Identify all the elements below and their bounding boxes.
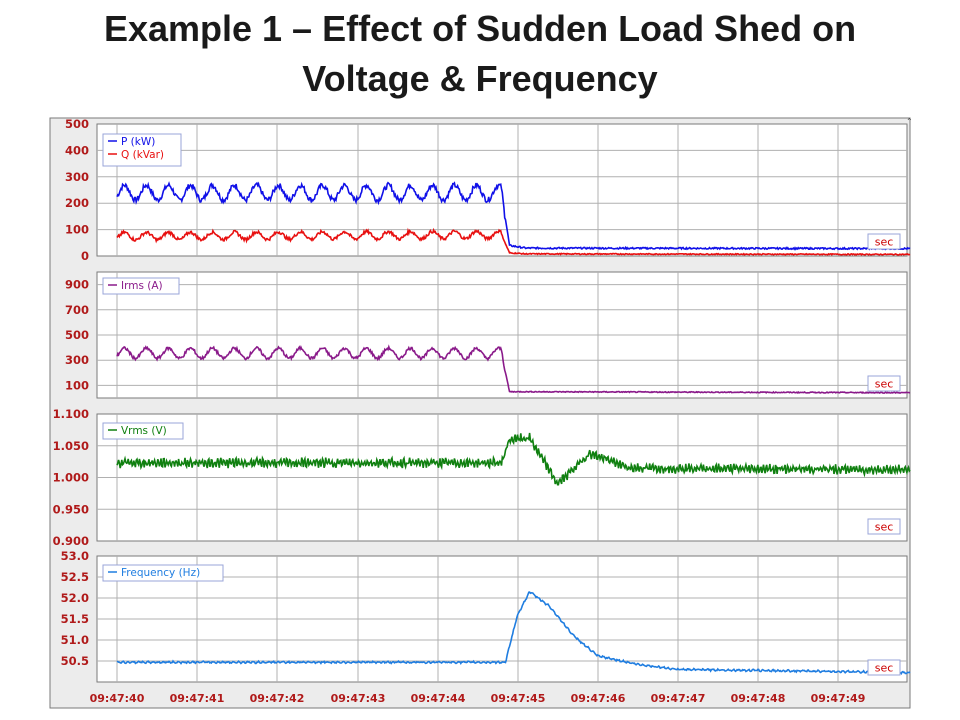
y-tick-label: 300 (65, 170, 89, 184)
legend-label: Vrms (V) (121, 425, 167, 437)
y-tick-label: 200 (65, 196, 89, 210)
chart-title-line-1: Example 1 – Effect of Sudden Load Shed o… (103, 8, 857, 49)
x-tick-label: 09:47:49 (811, 692, 866, 705)
y-tick-label: 0.900 (53, 534, 89, 548)
x-tick-label: 09:47:42 (250, 692, 305, 705)
series-line-q (116, 227, 911, 257)
unit-badge-label: sec (875, 662, 894, 675)
y-tick-label: 1.050 (53, 439, 89, 453)
unit-badge (867, 659, 901, 676)
y-tick-label: 500 (65, 328, 89, 342)
x-tick-label: 09:47:46 (571, 692, 626, 705)
y-tick-label: 51.5 (61, 612, 89, 626)
y-tick-label: 700 (65, 303, 89, 317)
legend-label: P (kW) (121, 136, 155, 148)
x-tick-label: 09:47:41 (170, 692, 225, 705)
unit-badge (867, 518, 901, 535)
unit-badge-label: sec (875, 378, 894, 391)
y-tick-label: 100 (65, 378, 89, 392)
panel-power: 500 400 300 200 100 0 P (kW)Q (kVar) sec (65, 117, 911, 263)
x-tick-label: 09:47:48 (731, 692, 786, 705)
y-tick-label: 400 (65, 143, 89, 157)
legend-box (102, 422, 184, 440)
unit-badge (867, 375, 901, 392)
legend-box (102, 277, 180, 295)
panel-frequency: 53.0 52.5 52.0 51.5 51.0 50.5 Frequency (Hz) se… (61, 549, 911, 683)
legend-label: Frequency (Hz) (121, 567, 200, 579)
panel-voltage: 1.100 1.050 1.000 0.950 0.900 Vrms (V) sec (53, 407, 911, 548)
y-tick-label: 300 (65, 353, 89, 367)
chart-title: Example 1 – Effect of Sudden Load Shed o… (0, 4, 960, 116)
y-tick-label: 100 (65, 223, 89, 237)
unit-badge-label: sec (875, 236, 894, 249)
y-tick-label: 1.100 (53, 407, 89, 421)
unit-badge (867, 233, 901, 250)
series-line-irms (116, 344, 911, 395)
y-tick-label: 52.5 (61, 570, 89, 584)
series-line-p (116, 181, 911, 251)
x-tick-label: 09:47:43 (331, 692, 386, 705)
y-tick-label: 1.000 (53, 471, 89, 485)
x-tick-label: 09:47:45 (491, 692, 546, 705)
legend-box (102, 133, 182, 167)
legend-label: Q (kVar) (121, 149, 164, 161)
legend-box (102, 564, 224, 582)
resize-corner-icon: ⌃ (906, 117, 913, 126)
y-tick-label: 500 (65, 117, 89, 131)
y-tick-label: 51.0 (61, 633, 89, 647)
y-tick-label: 50.5 (61, 654, 89, 668)
panel-current: 900 700 500 300 100 Irms (A) sec (65, 271, 911, 399)
x-tick-label: 09:47:40 (90, 692, 145, 705)
y-tick-label: 53.0 (61, 549, 89, 563)
x-tick-label: 09:47:44 (411, 692, 466, 705)
y-tick-label: 52.0 (61, 591, 89, 605)
chart-title-line-2: Voltage & Frequency (302, 58, 658, 99)
unit-badge-label: sec (875, 521, 894, 534)
series-line-frequency (116, 591, 911, 675)
x-tick-label: 09:47:47 (651, 692, 706, 705)
y-tick-label: 0 (81, 249, 89, 263)
series-line-vrms (116, 432, 911, 486)
legend-label: Irms (A) (121, 280, 163, 292)
y-tick-label: 900 (65, 278, 89, 292)
y-tick-label: 0.950 (53, 502, 89, 516)
